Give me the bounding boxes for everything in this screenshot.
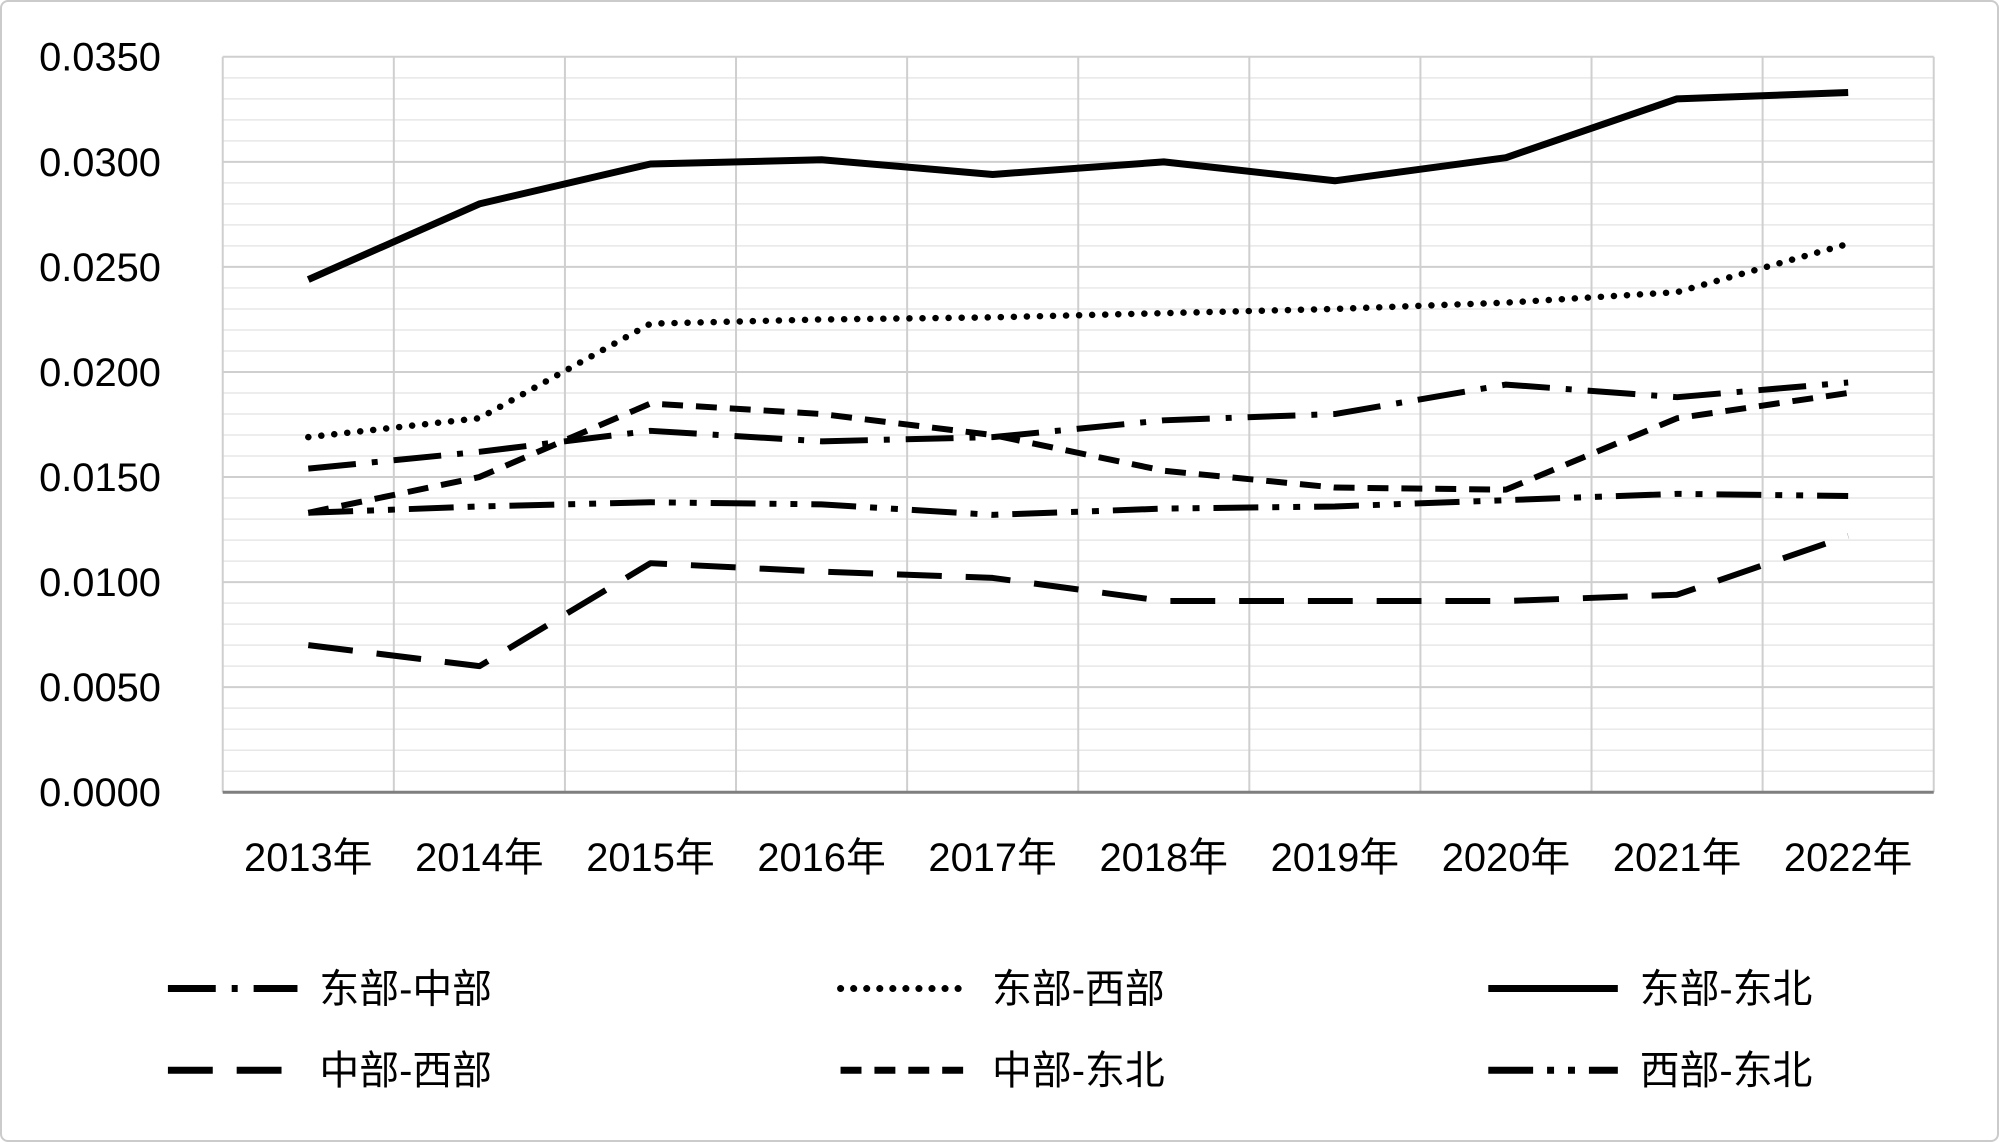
legend-label: 中部-西部	[319, 1049, 492, 1093]
axis-labels: 0.0350 0.0300 0.0250 0.0200 0.0150 0.0100 0.00…	[39, 36, 1912, 880]
legend-label: 西部-东北	[1640, 1049, 1813, 1093]
y-tick-label: 0.0350	[39, 36, 161, 80]
legend-item-dash-dot: 东部-中部	[167, 967, 492, 1011]
legend-item-dotted: 东部-西部	[837, 967, 1165, 1011]
y-tick-label: 0.0000	[39, 771, 161, 815]
x-tick-label: 2021年	[1613, 836, 1741, 880]
legend-item-short-dash: 中部-东北	[840, 1049, 1165, 1093]
x-tick-label: 2017年	[928, 836, 1056, 880]
y-tick-label: 0.0250	[39, 246, 161, 290]
legend-label: 东部-东北	[1640, 967, 1813, 1011]
series-line-short-dash	[307, 390, 1849, 516]
x-tick-label: 2016年	[757, 836, 885, 880]
y-tick-label: 0.0150	[39, 456, 161, 500]
x-tick-label: 2013年	[244, 836, 372, 880]
x-tick-label: 2015年	[586, 836, 714, 880]
legend-label: 东部-西部	[992, 967, 1165, 1011]
x-tick-label: 2022年	[1784, 836, 1912, 880]
series-line-dotted	[305, 240, 1852, 441]
x-tick-label: 2020年	[1442, 836, 1570, 880]
legend-item-solid: 东部-东北	[1488, 967, 1812, 1011]
y-tick-label: 0.0100	[39, 561, 161, 605]
x-tick-label: 2018年	[1100, 836, 1228, 880]
legend-item-dash-dot-dot: 西部-东北	[1488, 1049, 1812, 1093]
series-line-long-dash	[307, 533, 1850, 670]
y-tick-label: 0.0200	[39, 351, 161, 395]
x-tick-label: 2014年	[415, 836, 543, 880]
x-tick-label: 2019年	[1271, 836, 1399, 880]
y-tick-label: 0.0050	[39, 666, 161, 710]
series-line-dash-dot	[307, 379, 1849, 472]
legend-label: 东部-中部	[319, 967, 492, 1011]
series-lines	[305, 89, 1852, 670]
y-tick-label: 0.0300	[39, 141, 161, 185]
series-line-solid	[306, 89, 1849, 283]
legend-item-long-dash: 中部-西部	[167, 1049, 492, 1093]
legend-label: 中部-东北	[992, 1049, 1165, 1093]
